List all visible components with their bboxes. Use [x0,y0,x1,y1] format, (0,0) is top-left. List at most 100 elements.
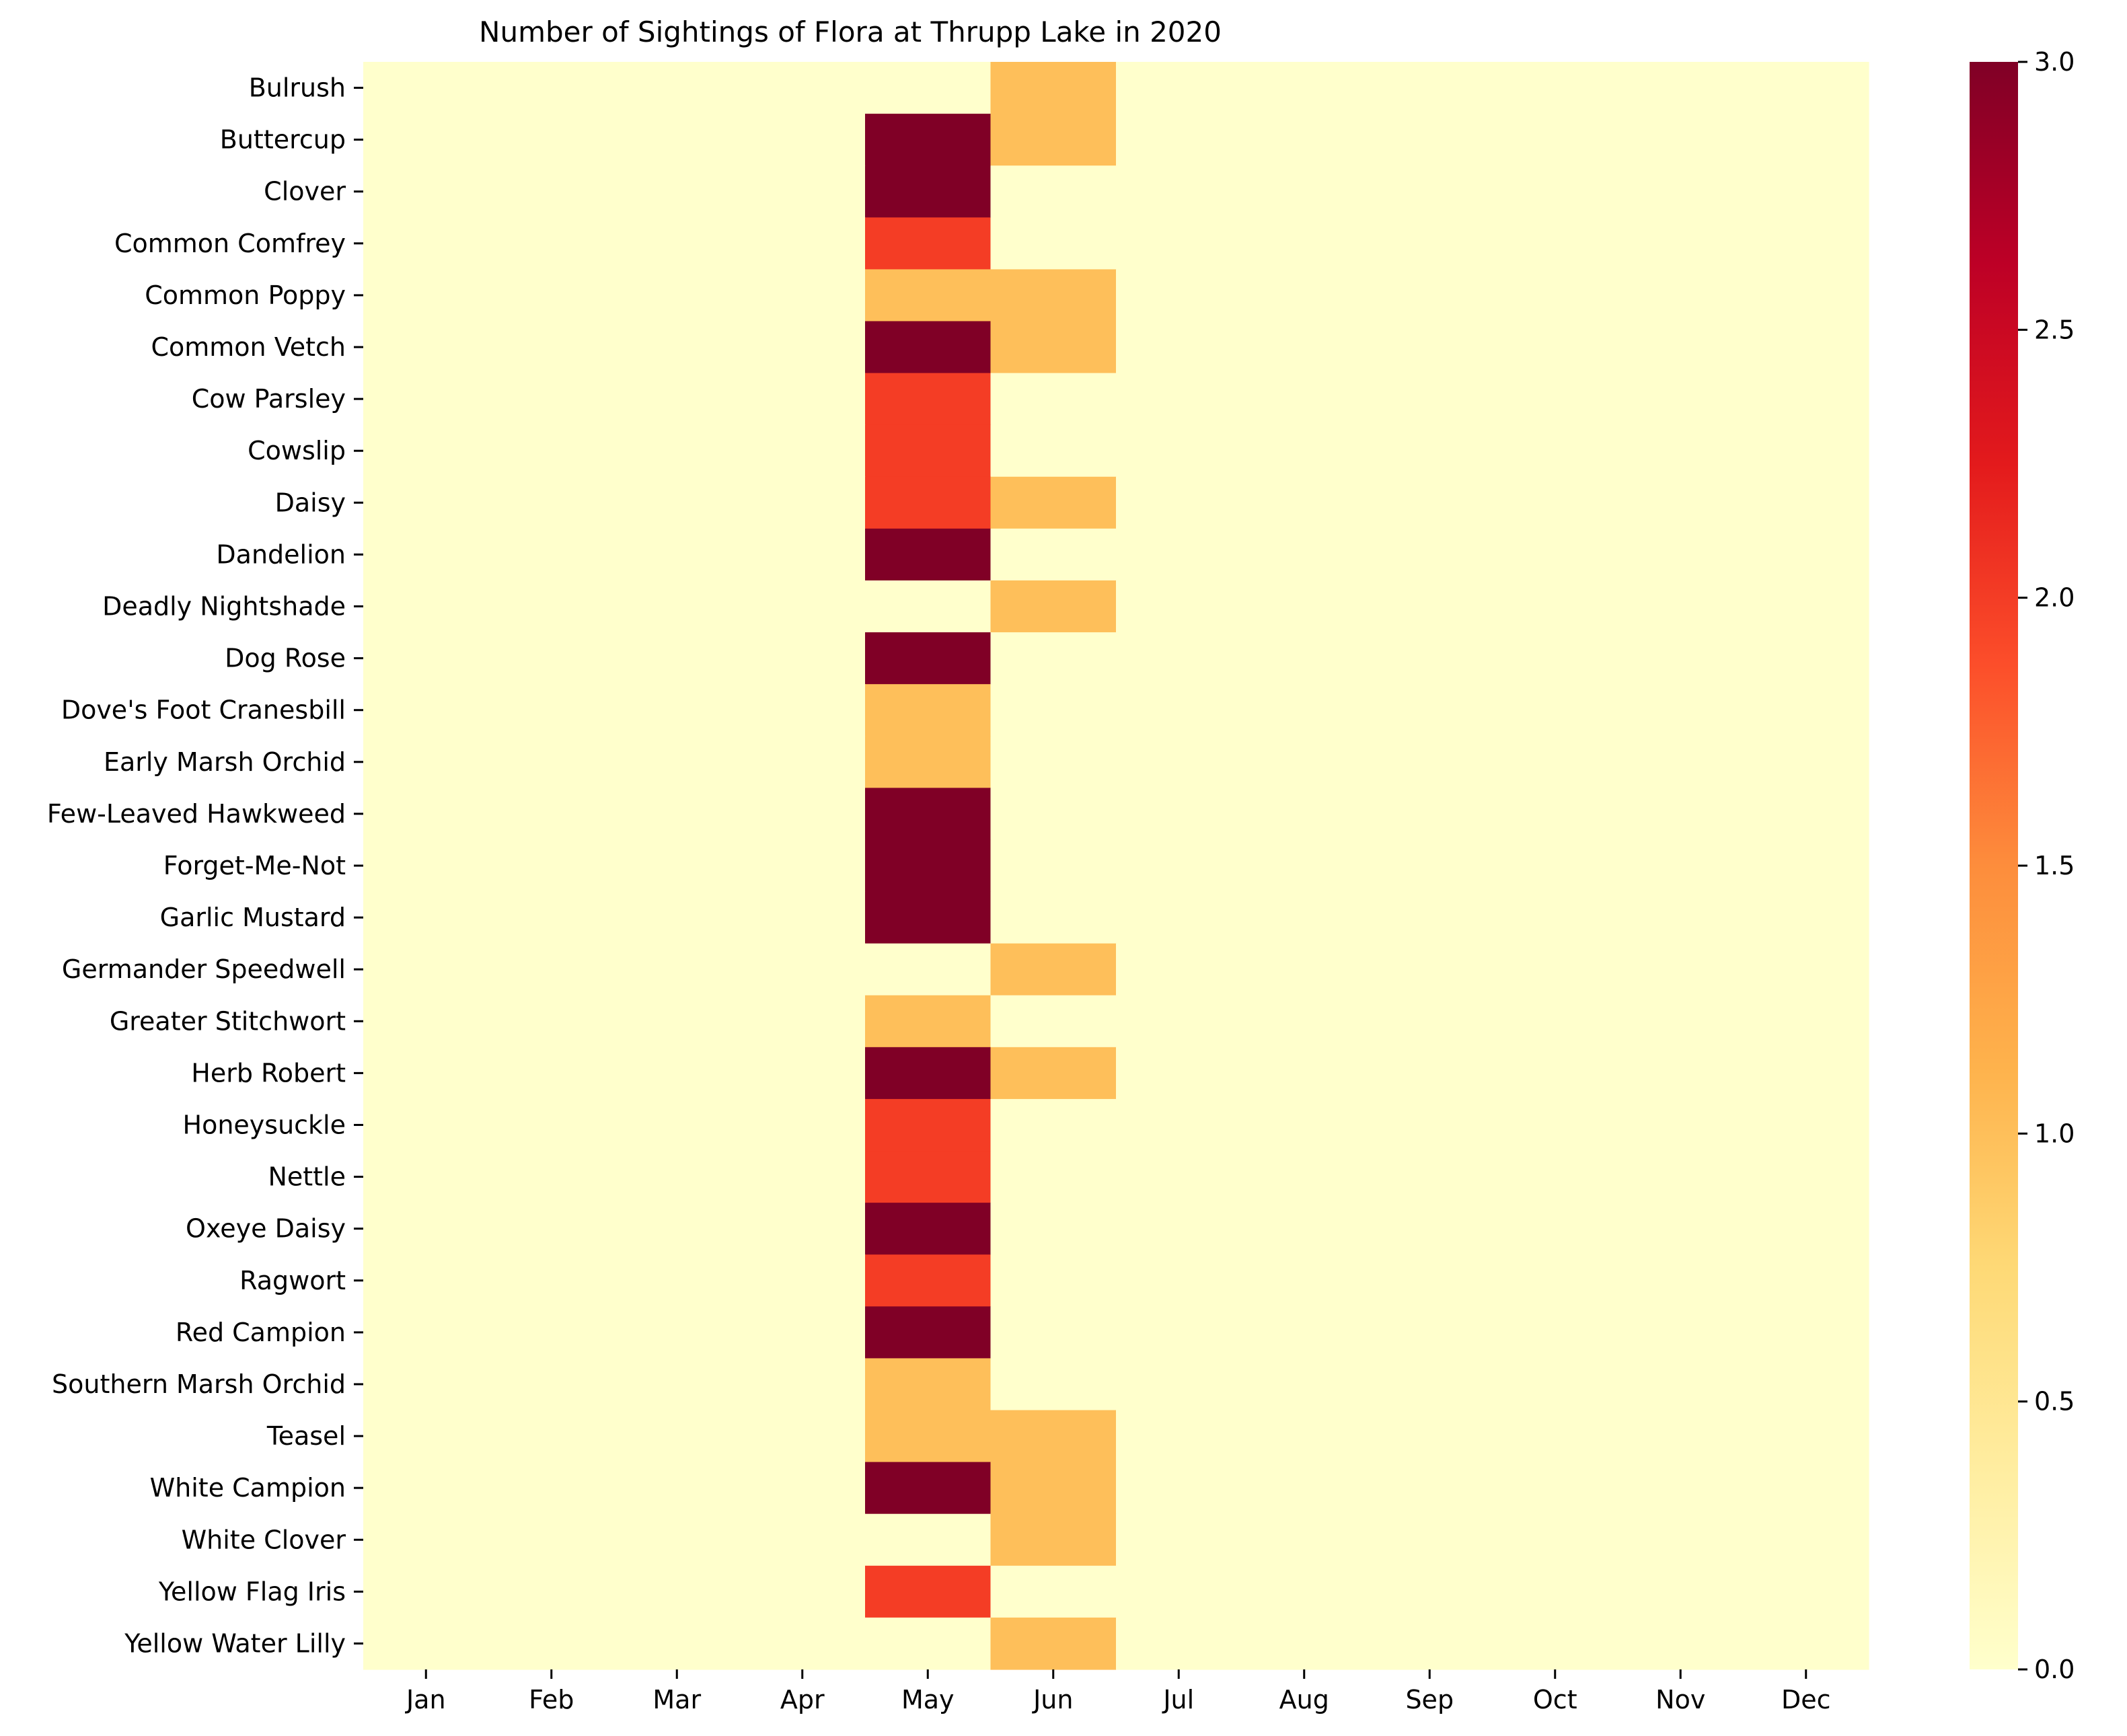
heatmap-cell [363,943,490,996]
heatmap-cell [614,736,741,788]
y-tick-label: Buttercup [220,125,346,155]
heatmap-cell [1492,114,1618,166]
heatmap-cell [1492,1254,1618,1307]
heatmap-cell [1367,684,1493,737]
heatmap-cell [990,788,1117,841]
heatmap-cell [1116,1410,1242,1463]
heatmap-cell [614,1617,741,1670]
heatmap-cell [1618,165,1744,218]
heatmap-cell [1743,839,1869,893]
heatmap-cell [1492,424,1618,478]
heatmap-cell [1743,1462,1869,1515]
heatmap-cell [990,1513,1117,1567]
heatmap-cell [1116,1513,1242,1567]
y-tick-label: Germander Speedwell [62,954,346,984]
heatmap-cell [1618,62,1744,114]
heatmap-cell [1367,476,1493,529]
heatmap-cell [990,580,1117,633]
heatmap-cell [363,632,490,685]
x-axis: Jan Feb Mar Apr May Jun Jul Aug Sep Oct Nov Dec [405,1669,1831,1714]
heatmap-cell [865,373,992,426]
heatmap-cell [1618,269,1744,322]
heatmap-cell [363,62,490,114]
heatmap-cell [1492,995,1618,1048]
heatmap-cell [1367,1513,1493,1567]
heatmap-cell [1743,1513,1869,1567]
heatmap-cell [1743,528,1869,581]
heatmap-cell [1241,62,1368,114]
heatmap-cell [1743,580,1869,633]
y-tick-label: Common Comfrey [114,229,346,258]
heatmap-cell [363,1358,490,1411]
heatmap-cell [488,528,615,581]
heatmap-cell [1367,995,1493,1048]
heatmap-cell [1241,424,1368,478]
heatmap-cell [865,580,992,633]
heatmap-cell [363,736,490,788]
heatmap-cell [488,373,615,426]
heatmap-cell [1618,1513,1744,1567]
heatmap-cell [1367,1203,1493,1255]
heatmap-cell [1241,1306,1368,1359]
heatmap-cell [990,373,1117,426]
heatmap-cell [1743,1047,1869,1100]
heatmap-cell [1241,528,1368,581]
heatmap-cell [990,321,1117,374]
heatmap-cell [1743,114,1869,166]
heatmap-cell [363,1254,490,1307]
heatmap-cell [1116,1254,1242,1307]
heatmap-cell [739,1565,866,1618]
heatmap-cell [990,114,1117,166]
heatmap-cell [1116,995,1242,1048]
heatmap-cell [614,165,741,218]
heatmap-cell [1116,165,1242,218]
heatmap-cell [1367,217,1493,270]
heatmap-cell [739,373,866,426]
heatmap-cell [865,943,992,996]
heatmap-cell [739,114,866,166]
x-tick-label: Jun [1032,1685,1073,1714]
heatmap-cell [1241,632,1368,685]
heatmap-cell [1618,1254,1744,1307]
heatmap-cell [739,632,866,685]
heatmap-cell [1743,736,1869,788]
heatmap-cell [1743,1151,1869,1203]
y-tick-label: Yellow Flag Iris [158,1577,346,1606]
heatmap-cell [865,1047,992,1100]
heatmap-cell [488,632,615,685]
heatmap-cell [1367,891,1493,944]
heatmap-cell [614,1151,741,1203]
heatmap-cell [1367,114,1493,166]
heatmap-cell [488,424,615,478]
heatmap-cell [1743,373,1869,426]
heatmap-cell [990,1358,1117,1411]
y-tick-label: Teasel [266,1421,346,1451]
heatmap-cell [1116,373,1242,426]
heatmap-cell [488,580,615,633]
y-tick-label: Deadly Nightshade [102,592,346,621]
heatmap-cell [865,1151,992,1203]
heatmap-cell [990,1098,1117,1152]
heatmap-cell [614,1462,741,1515]
heatmap-cell [739,1151,866,1203]
heatmap-cell [1116,788,1242,841]
heatmap-cell [1618,788,1744,841]
heatmap-cell [363,1203,490,1255]
heatmap-cell [1743,1306,1869,1359]
heatmap-cell [1116,1358,1242,1411]
heatmap-cell [1618,114,1744,166]
heatmap-cell [1743,1098,1869,1152]
heatmap-cell [1492,1047,1618,1100]
y-tick-label: Southern Marsh Orchid [52,1369,346,1399]
heatmap-cell [739,476,866,529]
heatmap-cell [739,943,866,996]
heatmap-cell [363,476,490,529]
heatmap-cell [1241,1098,1368,1152]
y-tick-label: Few-Leaved Hawkweed [47,799,346,829]
heatmap-cell [614,217,741,270]
heatmap-cell [1367,62,1493,114]
heatmap-cell [1116,1203,1242,1255]
colorbar-tick-label: 0.5 [2034,1387,2075,1417]
heatmap-cell [614,1098,741,1152]
y-tick-label: Daisy [275,488,346,517]
